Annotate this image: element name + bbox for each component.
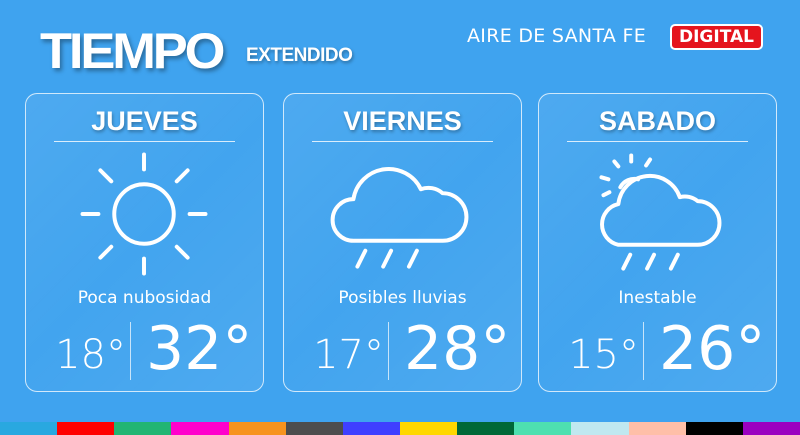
weather-description: Poca nubosidad <box>77 288 212 308</box>
min-temp: 17° <box>313 332 384 378</box>
color-strip-segment <box>285 422 343 435</box>
color-strip-segment <box>571 422 629 435</box>
min-temp: 15° <box>568 332 639 378</box>
sun-cloud-rain-icon <box>599 153 722 271</box>
temp-separator <box>643 322 644 380</box>
max-temp: 28° <box>404 314 511 384</box>
color-strip-segment <box>457 422 515 435</box>
page-subtitle: EXTENDIDO <box>246 45 353 66</box>
forecast-card-jueves: JUEVES Poca nubosidad 18° 32° <box>25 93 264 392</box>
brand-name: AIRE DE SANTA FE <box>467 25 647 47</box>
color-strip-segment <box>742 422 800 435</box>
max-temp: 32° <box>146 314 253 384</box>
color-strip-segment <box>114 422 172 435</box>
weather-description: Inestable <box>618 288 697 308</box>
temp-separator <box>388 322 389 380</box>
digital-badge: DIGITAL <box>670 24 763 50</box>
color-strip-segment <box>685 422 743 435</box>
color-strip-segment <box>228 422 286 435</box>
rain-cloud-icon <box>330 167 469 269</box>
forecast-card-sabado: SABADO Inestable 15° 26° <box>538 93 777 392</box>
page-title: TIEMPO <box>40 23 226 79</box>
color-strip-segment <box>171 422 229 435</box>
day-name: JUEVES <box>91 106 198 136</box>
divider <box>567 141 748 142</box>
sun-icon <box>80 152 208 276</box>
weather-description: Posibles lluvias <box>338 288 467 308</box>
color-strip-segment <box>628 422 686 435</box>
forecast-card-viernes: VIERNES Posibles lluvias 17° 28° <box>283 93 522 392</box>
day-name: SABADO <box>598 106 716 136</box>
color-strip-segment <box>514 422 572 435</box>
divider <box>54 141 235 142</box>
color-strip-segment <box>342 422 400 435</box>
color-strip-segment <box>57 422 115 435</box>
min-temp: 18° <box>55 332 126 378</box>
day-name: VIERNES <box>343 106 462 136</box>
temp-separator <box>130 322 131 380</box>
max-temp: 26° <box>659 314 766 384</box>
color-strip-segment <box>0 422 58 435</box>
color-strip-segment <box>399 422 458 435</box>
color-strip <box>0 422 800 435</box>
divider <box>312 141 493 142</box>
